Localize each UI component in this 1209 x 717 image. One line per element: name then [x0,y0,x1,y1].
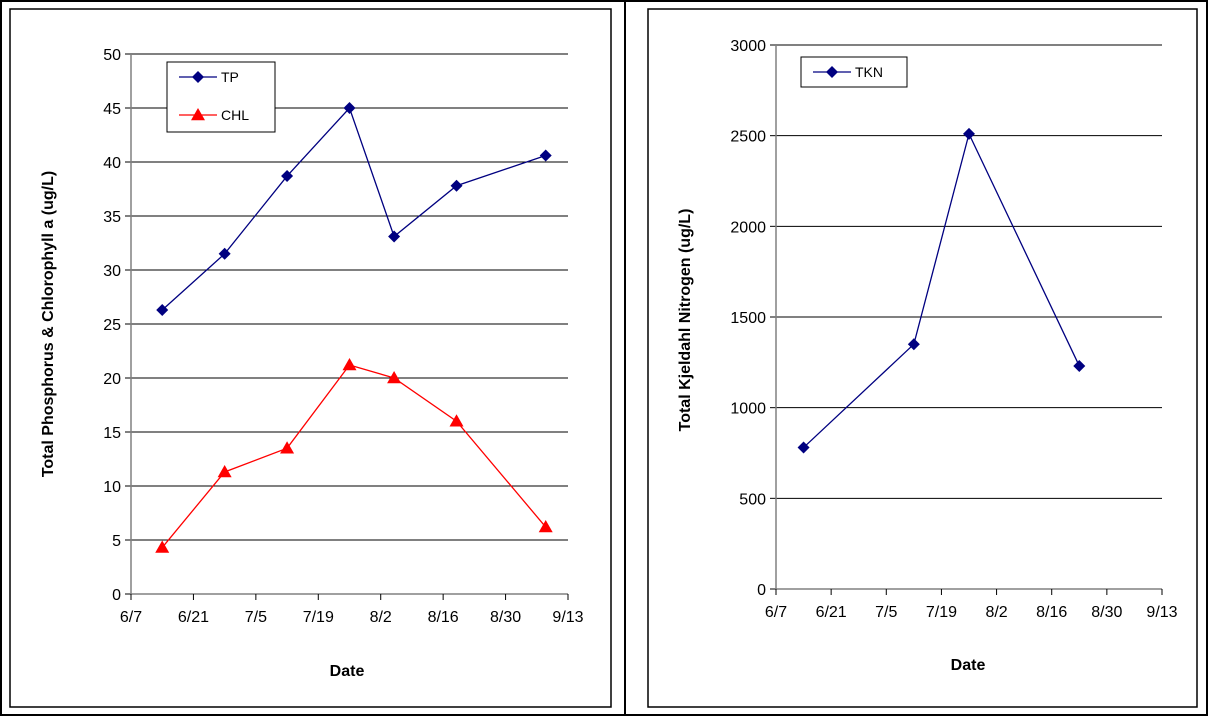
y-axis-title: Total Phosphorus & Chlorophyll a (ug/L) [40,171,57,477]
x-tick-label: 8/2 [370,609,392,626]
data-point-diamond [192,71,204,83]
x-tick-label: 9/13 [552,609,583,626]
x-axis-title: Date [330,663,365,680]
y-tick-label: 10 [103,479,121,496]
x-tick-label: 8/2 [985,604,1007,621]
data-point-diamond [963,127,975,140]
x-tick-label: 6/21 [816,604,847,621]
x-tick-label: 9/13 [1146,604,1177,621]
data-point-diamond [539,149,552,162]
data-point-triangle [387,371,402,384]
legend-label: CHL [221,107,249,123]
x-tick-label: 8/30 [490,609,521,626]
series-line-tkn [803,131,1080,449]
y-tick-label: 500 [739,491,766,508]
legend-label: TKN [855,64,883,80]
x-tick-label: 7/5 [245,609,267,626]
data-point-diamond [388,230,401,243]
y-tick-label: 15 [103,425,121,442]
chart-right-border [647,8,1198,708]
data-point-diamond [797,441,810,454]
x-tick-label: 6/21 [178,609,209,626]
legend-label: TP [221,69,239,85]
data-point-diamond [156,303,169,316]
y-tick-label: 40 [103,155,121,172]
y-tick-label: 0 [757,582,766,599]
data-point-triangle [342,358,357,371]
data-point-triangle [538,520,553,533]
y-tick-label: 25 [103,317,121,334]
data-point-triangle [217,464,232,478]
data-point-diamond [450,179,463,192]
data-point-triangle [280,441,295,454]
x-tick-label: 8/30 [1091,604,1122,621]
x-tick-label: 7/5 [875,604,897,621]
y-tick-label: 2000 [730,219,766,236]
y-tick-label: 1000 [730,401,766,418]
y-axis-title: Total Kjeldahl Nitrogen (ug/L) [677,209,694,432]
y-tick-label: 50 [103,47,121,64]
y-tick-label: 5 [112,533,121,550]
data-point-diamond [826,66,838,78]
data-point-diamond [1073,359,1086,372]
x-tick-label: 7/19 [926,604,957,621]
data-point-triangle [191,108,205,121]
data-point-diamond [907,338,920,351]
y-tick-label: 0 [112,587,121,604]
y-tick-label: 45 [103,101,121,118]
data-point-diamond [343,102,356,114]
data-point-diamond [281,170,294,183]
y-tick-label: 3000 [730,38,766,55]
y-tick-label: 35 [103,209,121,226]
data-point-triangle [155,540,170,553]
x-tick-label: 6/7 [120,609,142,626]
data-point-triangle [449,414,464,427]
x-tick-label: 6/7 [765,604,787,621]
chart-left-border [9,8,612,708]
y-tick-label: 30 [103,263,121,280]
data-point-diamond [218,247,231,260]
y-tick-label: 2500 [730,129,766,146]
x-tick-label: 8/16 [1036,604,1067,621]
legend-box [166,61,276,133]
x-tick-label: 8/16 [428,609,459,626]
chart-left: 0 5 10 15 20 25 30 35 40 45 50 6/7 6/21 7/5 7/19 8/2 8/1… [9,8,612,708]
chart-right: 0 500 1000 1500 2000 2500 3000 6/7 6/21 7/5 7/19 8/… [647,8,1198,708]
x-tick-label: 7/19 [303,609,334,626]
x-axis-title: Date [951,657,986,674]
y-tick-label: 1500 [730,310,766,327]
y-tick-label: 20 [103,371,121,388]
